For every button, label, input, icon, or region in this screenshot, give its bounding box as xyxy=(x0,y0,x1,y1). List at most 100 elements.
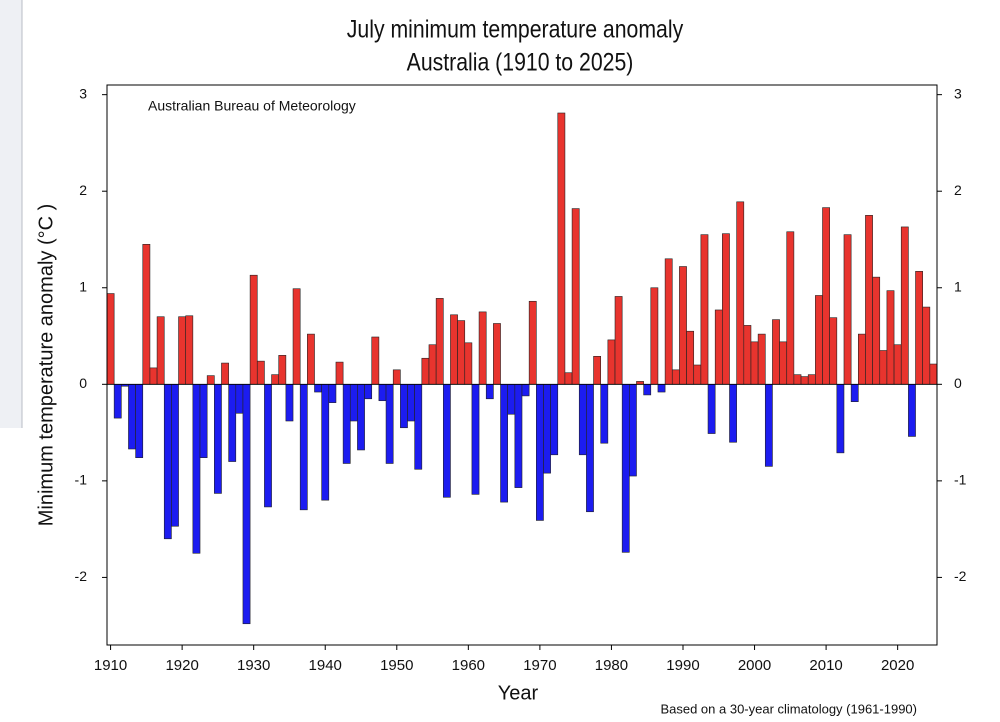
bar xyxy=(392,369,401,385)
x-tick-label: 1920 xyxy=(165,657,198,674)
bar xyxy=(843,234,852,385)
bar xyxy=(385,384,394,464)
y2-tick-label: 0 xyxy=(954,375,962,391)
bar xyxy=(214,384,222,494)
bar xyxy=(163,384,172,540)
bar xyxy=(743,325,752,385)
bar xyxy=(414,384,423,470)
bar xyxy=(349,384,358,422)
bar xyxy=(307,333,315,385)
bar xyxy=(836,384,845,454)
bar xyxy=(865,215,873,385)
bar xyxy=(199,384,208,458)
bar xyxy=(342,384,351,464)
bar xyxy=(893,344,902,385)
bar xyxy=(249,274,258,385)
x-axis-label: Year xyxy=(498,682,539,704)
bar xyxy=(908,384,916,437)
bar xyxy=(514,384,523,488)
chart-title: July minimum temperature anomaly xyxy=(347,15,684,43)
bar xyxy=(221,362,229,385)
y-axis-label: Minimum temperature anomaly (°C ) xyxy=(35,204,57,527)
bar xyxy=(829,317,838,385)
bar xyxy=(793,374,802,385)
bar xyxy=(113,384,122,419)
y2-tick-label: -2 xyxy=(954,568,967,584)
bar xyxy=(757,333,766,385)
bar xyxy=(857,333,866,385)
bar xyxy=(228,384,237,462)
chart-subtitle: Australia (1910 to 2025) xyxy=(407,48,634,76)
bar xyxy=(364,384,373,400)
bar xyxy=(593,356,602,385)
bar xyxy=(507,384,516,415)
bar xyxy=(378,384,387,402)
y-tick-label: 3 xyxy=(79,85,87,101)
bar xyxy=(235,384,244,414)
x-tick-label: 1930 xyxy=(237,657,270,674)
y-tick-label: 1 xyxy=(79,278,87,294)
bar xyxy=(242,384,251,625)
bar xyxy=(128,384,136,450)
bar xyxy=(643,384,652,396)
x-tick-label: 1980 xyxy=(595,657,628,674)
bar xyxy=(471,384,480,495)
bar xyxy=(679,266,687,385)
bar xyxy=(149,367,158,385)
bar xyxy=(807,374,816,385)
bar xyxy=(178,316,187,385)
bar xyxy=(714,309,723,385)
bar xyxy=(543,384,551,474)
bar xyxy=(772,319,780,385)
bar xyxy=(693,364,702,385)
bar xyxy=(815,295,823,385)
x-tick-label: 1990 xyxy=(666,657,699,674)
sidebar-remnant xyxy=(0,0,23,428)
bar xyxy=(922,306,931,385)
bar xyxy=(192,384,201,554)
bar xyxy=(650,287,659,385)
bar xyxy=(557,112,566,385)
bar xyxy=(800,376,809,385)
bar xyxy=(686,330,695,385)
bar xyxy=(521,384,530,397)
bar xyxy=(135,384,144,458)
x-tick-label: 1950 xyxy=(380,657,413,674)
bar xyxy=(106,293,115,385)
bar xyxy=(664,258,673,385)
x-tick-label: 2010 xyxy=(809,657,842,674)
y2-tick-label: -1 xyxy=(954,472,967,488)
bar xyxy=(321,384,330,501)
bar xyxy=(314,384,322,393)
bar xyxy=(600,384,609,444)
bar xyxy=(528,300,537,385)
bar xyxy=(657,384,666,393)
bar xyxy=(171,384,179,527)
x-tick-label: 1940 xyxy=(309,657,342,674)
bar xyxy=(886,290,895,385)
bar xyxy=(915,271,923,385)
bar xyxy=(271,374,280,385)
bar xyxy=(779,341,788,385)
bar xyxy=(879,350,888,385)
bar xyxy=(285,384,294,422)
bar xyxy=(457,320,466,385)
bar xyxy=(371,336,380,385)
bar xyxy=(185,315,194,385)
bar xyxy=(335,361,344,385)
bar xyxy=(707,384,716,434)
bar xyxy=(442,384,451,498)
y-tick-label: 0 xyxy=(79,375,87,391)
y2-tick-label: 3 xyxy=(954,85,962,101)
bar xyxy=(328,384,337,403)
x-tick-label: 1960 xyxy=(452,657,485,674)
bar xyxy=(929,363,938,385)
bar xyxy=(564,372,573,385)
bar xyxy=(736,201,745,385)
bar xyxy=(278,355,287,385)
bar xyxy=(299,384,308,511)
bar xyxy=(636,381,644,385)
bar xyxy=(764,384,773,467)
bar xyxy=(822,207,830,385)
